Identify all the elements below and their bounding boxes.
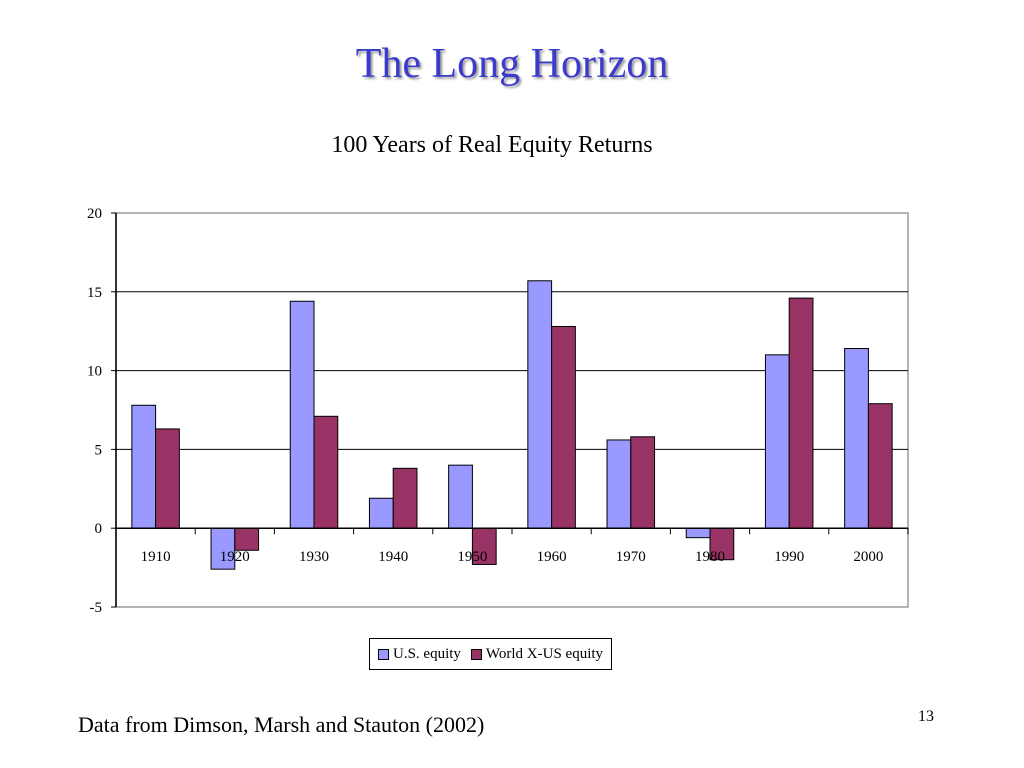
legend-swatch-world-equity <box>470 648 482 660</box>
slide-title: The Long Horizon <box>355 41 669 87</box>
y-tick-label: 5 <box>95 442 103 458</box>
x-tick-label-2000: 2000 <box>853 549 883 565</box>
bar-world-x-us-equity-1990 <box>788 297 814 529</box>
bar-u-s-equity-1990 <box>764 354 790 529</box>
x-tick-label-1990: 1990 <box>774 549 804 565</box>
chart-title: 100 Years of Real Equity Returns <box>331 132 653 158</box>
bar-world-x-us-equity-1910 <box>155 428 180 529</box>
bar-u-s-equity-1950 <box>448 464 473 529</box>
y-tick-label: 0 <box>95 521 103 537</box>
y-tick-label: 10 <box>87 364 102 380</box>
y-tick-label: -5 <box>90 600 103 616</box>
y-tick-label: 15 <box>87 285 102 301</box>
x-tick-label-1910: 1910 <box>141 549 171 565</box>
bar-u-s-equity-1970 <box>606 439 632 529</box>
legend-swatch-us-equity <box>378 648 389 660</box>
bar-world-x-us-equity-1920 <box>234 527 260 551</box>
bar-world-x-us-equity-1940 <box>392 467 418 529</box>
source-note: Data from Dimson, Marsh and Stauton (200… <box>78 712 485 737</box>
x-tick-label-1970: 1970 <box>616 549 646 565</box>
bar-u-s-equity-1960 <box>527 280 553 529</box>
legend-item-world-equity: World X-US equity <box>470 645 604 663</box>
chart-legend: U.S. equity World X-US equity <box>369 638 613 670</box>
bar-u-s-equity-1930 <box>289 300 315 529</box>
legend-label-world-equity: World X-US equity <box>485 645 604 662</box>
bar-world-x-us-equity-1970 <box>630 436 656 529</box>
legend-label-us-equity: U.S. equity <box>393 645 461 662</box>
x-tick-label-1960: 1960 <box>537 549 567 565</box>
bar-u-s-equity-1910 <box>131 404 157 529</box>
x-tick-label-1940: 1940 <box>378 549 408 565</box>
x-tick-label-1920: 1920 <box>220 549 250 565</box>
legend-item-us-equity: U.S. equity <box>378 646 461 663</box>
bar-world-x-us-equity-1960 <box>551 325 576 529</box>
x-tick-label-1950: 1950 <box>457 549 487 565</box>
x-tick-label-1980: 1980 <box>695 549 725 565</box>
bar-world-x-us-equity-1930 <box>313 415 339 529</box>
bar-u-s-equity-1980 <box>685 527 711 539</box>
bar-world-x-us-equity-2000 <box>867 403 893 529</box>
x-tick-label-1930: 1930 <box>299 549 329 565</box>
page-number: 13 <box>918 708 934 725</box>
y-tick-label: 20 <box>87 206 102 222</box>
bar-u-s-equity-1940 <box>368 497 394 529</box>
bar-u-s-equity-2000 <box>844 348 869 529</box>
